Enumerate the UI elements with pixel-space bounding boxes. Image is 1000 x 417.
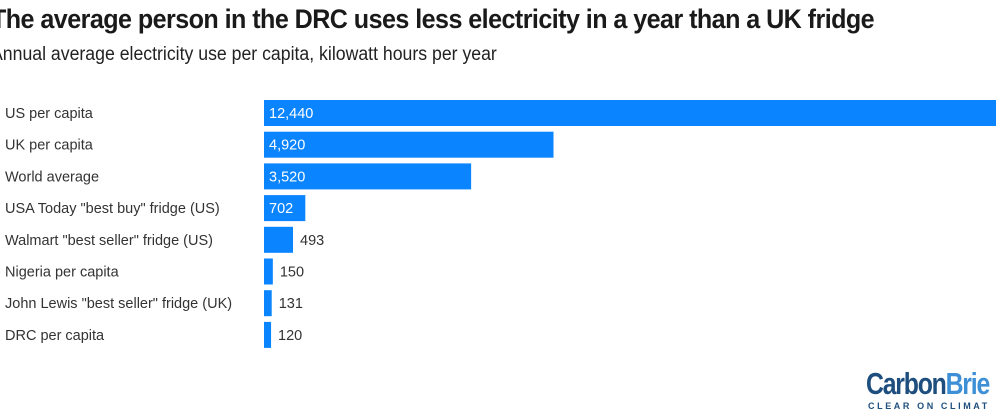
bar (264, 258, 273, 285)
category-label: John Lewis "best seller" fridge (UK) (5, 296, 232, 312)
carbon-brief-logo: CarbonBrie CLEAR ON CLIMAT (866, 366, 1000, 411)
category-label: US per capita (5, 106, 94, 122)
data-label: 120 (278, 328, 302, 344)
data-label: 131 (279, 296, 303, 312)
bar (264, 131, 554, 158)
category-label: UK per capita (5, 138, 94, 154)
category-label: Nigeria per capita (5, 265, 120, 281)
category-label: DRC per capita (5, 328, 105, 344)
data-label: 493 (300, 233, 324, 249)
bar (264, 195, 306, 222)
category-label: USA Today "best buy" fridge (US) (5, 201, 220, 217)
logo-tagline: CLEAR ON CLIMAT (868, 401, 990, 411)
bar (264, 290, 272, 317)
data-label: 4,920 (269, 138, 305, 154)
bar (264, 321, 272, 348)
bar (264, 100, 996, 126)
category-label: World average (5, 169, 99, 185)
chart-title: The average person in the DRC uses less … (0, 4, 875, 34)
chart-subtitle: Annual average electricity use per capit… (0, 44, 497, 65)
data-label: 702 (269, 201, 293, 217)
bar (264, 226, 294, 253)
logo-wordmark: CarbonBrie (866, 366, 991, 402)
data-label: 3,520 (269, 169, 305, 185)
logo-text-light: Brie (945, 366, 991, 401)
bar (264, 163, 472, 190)
data-label: 12,440 (269, 106, 313, 122)
category-label: Walmart "best seller" fridge (US) (5, 233, 213, 249)
logo-text-dark: Carbon (866, 366, 947, 401)
data-label: 150 (280, 265, 304, 281)
